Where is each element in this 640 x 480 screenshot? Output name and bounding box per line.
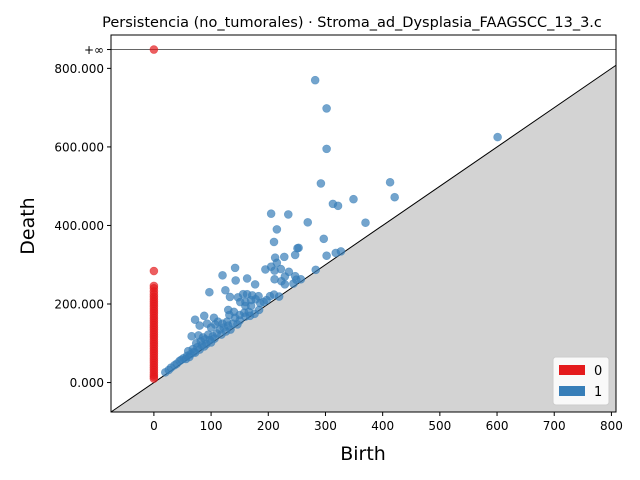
point-h1 (225, 292, 235, 302)
plot-area: 0 100 200 300 400 500 600 700 800 0.000 200.000 400… (54, 34, 623, 433)
point-h1 (279, 252, 289, 262)
point-h1 (199, 342, 209, 351)
x-tick-label: 600 (486, 419, 509, 433)
point-h1 (254, 305, 264, 315)
x-tick-label: 300 (314, 419, 337, 433)
point-h1 (185, 352, 194, 362)
point-h1 (259, 297, 269, 307)
point-h1 (292, 275, 301, 284)
point-h1 (218, 271, 227, 280)
x-tick-label: 700 (543, 419, 566, 433)
point-h1 (310, 75, 320, 85)
y-tick-label: 800.000 (54, 62, 104, 76)
point-h1 (230, 263, 240, 273)
point-h1 (322, 104, 331, 113)
axes-frame (110, 34, 617, 413)
point-h1 (195, 321, 204, 330)
point-h1 (261, 265, 270, 274)
y-tick-label: 200.000 (54, 298, 104, 312)
x-tick-label: 500 (428, 419, 451, 433)
legend-swatch-1 (559, 386, 585, 396)
point-h1 (221, 285, 230, 295)
y-tick-label: 600.000 (54, 140, 104, 154)
point-h1 (242, 274, 252, 283)
point-h1 (164, 365, 174, 375)
chart-title: Persistencia (no_tumorales) · Stroma_ad_… (102, 15, 602, 31)
point-h1 (205, 287, 214, 297)
y-axis-label: Death (17, 197, 39, 254)
point-h1 (303, 218, 313, 227)
point-h1 (233, 320, 242, 329)
point-h1 (276, 264, 286, 274)
x-tick-label: 200 (257, 419, 280, 433)
point-h1 (361, 218, 370, 228)
point-h1 (269, 237, 279, 247)
point-h0 (149, 374, 159, 383)
point-h1 (290, 250, 300, 260)
point-h1 (272, 225, 282, 234)
legend-label-0: 0 (594, 364, 602, 379)
point-h1 (190, 315, 200, 325)
point-h1 (245, 311, 255, 321)
x-tick-label: 400 (371, 419, 394, 433)
point-h1 (226, 325, 235, 334)
point-h1 (199, 311, 209, 321)
point-h1 (336, 247, 346, 256)
point-h1 (206, 338, 216, 347)
point-h1 (322, 144, 331, 154)
point-h1 (266, 209, 276, 218)
point-h1 (333, 201, 343, 211)
legend-swatch-0 (559, 365, 585, 375)
y-tick-label: 400.000 (54, 219, 104, 233)
point-h1 (322, 251, 331, 261)
point-h0 (149, 266, 159, 276)
point-h1 (231, 276, 240, 285)
y-tick-label: 0.000 (70, 376, 104, 390)
point-h1 (319, 234, 329, 244)
point-h1 (390, 192, 399, 202)
point-h0 (149, 45, 159, 54)
point-h1 (349, 194, 358, 204)
x-tick-label: 100 (200, 419, 223, 433)
point-h1 (280, 272, 290, 281)
point-h1 (311, 265, 321, 275)
x-axis-label: Birth (340, 443, 386, 465)
point-h1 (250, 280, 260, 289)
point-h1 (316, 179, 326, 188)
point-h1 (280, 280, 290, 289)
legend-label-1: 1 (594, 385, 602, 400)
x-tick-label: 0 (150, 419, 158, 433)
point-h1 (385, 177, 395, 187)
point-h1 (274, 292, 284, 301)
point-h1 (283, 210, 293, 219)
y-tick-label-infinity: +∞ (84, 43, 104, 57)
x-tick-label: 800 (600, 419, 623, 433)
point-h1 (493, 132, 502, 142)
